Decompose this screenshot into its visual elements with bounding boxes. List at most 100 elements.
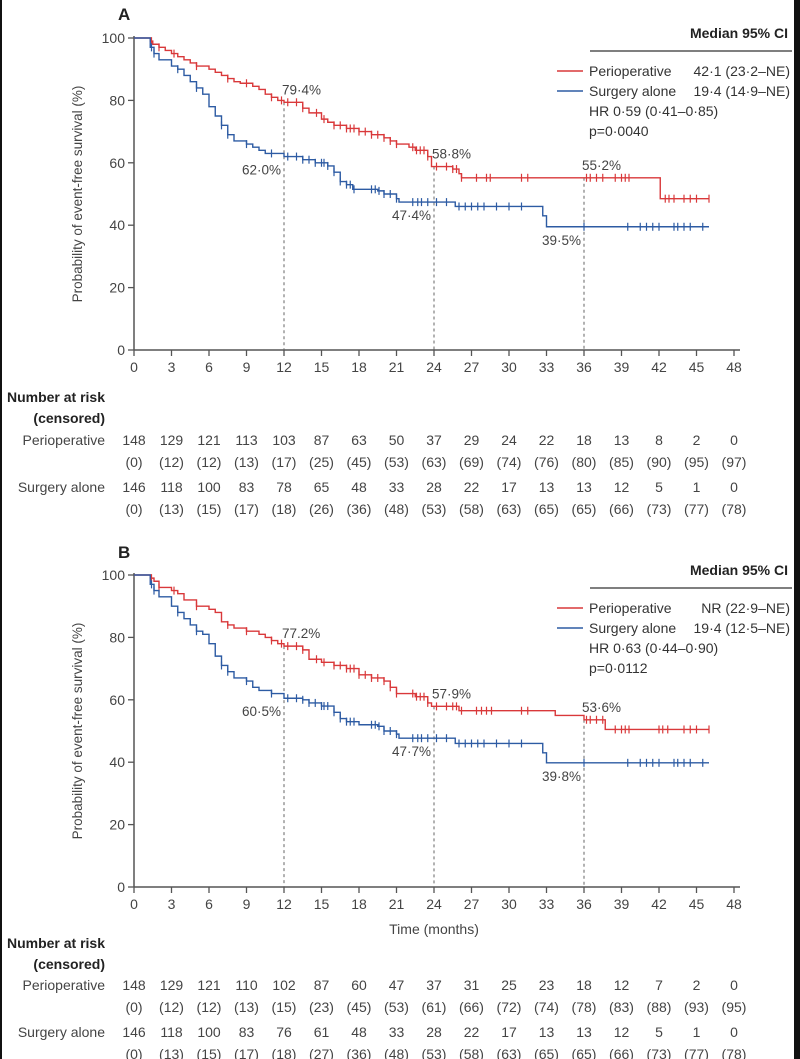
risk-count: 0 <box>730 977 738 993</box>
censored-count: (65) <box>534 1046 559 1059</box>
censored-count: (12) <box>159 999 184 1015</box>
risk-count: 22 <box>464 479 480 495</box>
censored-count: (0) <box>125 501 142 517</box>
risk-table-subheader: (censored) <box>33 956 105 972</box>
censored-count: (63) <box>422 454 447 470</box>
x-tick-label: 6 <box>205 896 213 912</box>
censored-count: (13) <box>159 501 184 517</box>
annotation-perioperative-12m: 77.2% <box>282 626 320 641</box>
censored-count: (12) <box>197 454 222 470</box>
x-tick-label: 18 <box>351 359 367 375</box>
legend-median-ci: 42·1 (23·2–NE) <box>694 63 791 79</box>
risk-row-label: Perioperative <box>23 432 106 448</box>
risk-count: 146 <box>122 479 146 495</box>
legend-median-ci: 19·4 (12·5–NE) <box>694 620 791 636</box>
risk-count: 12 <box>614 977 630 993</box>
censored-count: (63) <box>497 501 522 517</box>
risk-count: 60 <box>351 977 367 993</box>
p-value: p=0·0112 <box>589 660 648 676</box>
censored-count: (53) <box>384 454 409 470</box>
censored-count: (12) <box>197 999 222 1015</box>
y-tick-label: 20 <box>109 280 125 296</box>
risk-count: 22 <box>539 432 555 448</box>
censored-count: (78) <box>722 501 747 517</box>
x-tick-label: 27 <box>464 896 480 912</box>
annotation-surgery-alone-12m: 60·5% <box>242 704 281 719</box>
censored-count: (85) <box>609 454 634 470</box>
risk-count: 8 <box>655 432 663 448</box>
annotation-perioperative-12m: 79·4% <box>282 82 321 97</box>
annotation-surgery-alone-24m: 47·7% <box>392 744 431 759</box>
legend-label: Perioperative <box>589 63 672 79</box>
censored-count: (88) <box>647 999 672 1015</box>
censored-count: (95) <box>722 999 747 1015</box>
risk-count: 121 <box>197 977 221 993</box>
annotation-surgery-alone-36m: 39·5% <box>542 233 581 248</box>
censored-count: (18) <box>272 501 297 517</box>
risk-count: 17 <box>501 479 517 495</box>
risk-count: 12 <box>614 1024 630 1040</box>
censored-count: (95) <box>684 454 709 470</box>
x-tick-label: 21 <box>389 359 405 375</box>
scrollbar[interactable] <box>794 0 800 1059</box>
censored-count: (13) <box>234 999 259 1015</box>
y-tick-label: 40 <box>109 217 125 233</box>
risk-count: 17 <box>501 1024 517 1040</box>
risk-count: 12 <box>614 479 630 495</box>
x-tick-label: 42 <box>651 896 667 912</box>
risk-count: 28 <box>426 1024 442 1040</box>
censored-count: (45) <box>347 999 372 1015</box>
censored-count: (53) <box>422 501 447 517</box>
censored-count: (69) <box>459 454 484 470</box>
censored-count: (78) <box>572 999 597 1015</box>
x-tick-label: 18 <box>351 896 367 912</box>
x-tick-label: 30 <box>501 359 517 375</box>
censored-count: (27) <box>309 1046 334 1059</box>
risk-count: 83 <box>239 479 255 495</box>
y-tick-label: 80 <box>109 629 125 645</box>
risk-count: 48 <box>351 1024 367 1040</box>
censored-count: (18) <box>272 1046 297 1059</box>
panel-label: A <box>118 5 130 24</box>
x-tick-label: 48 <box>726 359 742 375</box>
risk-count: 63 <box>351 432 367 448</box>
annotation-perioperative-24m: 57·9% <box>432 686 471 701</box>
x-tick-label: 33 <box>539 896 555 912</box>
censored-count: (13) <box>234 454 259 470</box>
censored-count: (66) <box>609 1046 634 1059</box>
censored-count: (0) <box>125 999 142 1015</box>
censored-count: (73) <box>647 501 672 517</box>
risk-count: 37 <box>426 977 442 993</box>
risk-count: 29 <box>464 432 480 448</box>
annotation-perioperative-36m: 55·2% <box>582 158 621 173</box>
censored-count: (0) <box>125 454 142 470</box>
x-tick-label: 48 <box>726 896 742 912</box>
risk-count: 103 <box>272 432 296 448</box>
risk-count: 118 <box>160 479 183 495</box>
p-value: p=0·0040 <box>589 123 649 139</box>
image-left-border <box>0 0 2 1059</box>
x-tick-label: 15 <box>314 359 330 375</box>
risk-count: 13 <box>576 1024 592 1040</box>
risk-count: 22 <box>464 1024 480 1040</box>
censored-count: (58) <box>459 501 484 517</box>
risk-count: 118 <box>160 1024 183 1040</box>
risk-table-subheader: (censored) <box>33 410 105 426</box>
legend-header: Median 95% CI <box>690 25 788 41</box>
censored-count: (97) <box>722 454 747 470</box>
censored-count: (15) <box>197 1046 222 1059</box>
legend-median-ci: 19·4 (14·9–NE) <box>694 83 791 99</box>
risk-count: 129 <box>160 977 184 993</box>
x-tick-label: 21 <box>389 896 405 912</box>
censored-count: (72) <box>497 999 522 1015</box>
censored-count: (63) <box>497 1046 522 1059</box>
risk-count: 25 <box>501 977 517 993</box>
censored-count: (25) <box>309 454 334 470</box>
y-tick-label: 100 <box>102 30 126 46</box>
risk-count: 28 <box>426 479 442 495</box>
risk-count: 87 <box>314 977 330 993</box>
censored-count: (76) <box>534 454 559 470</box>
censored-count: (83) <box>609 999 634 1015</box>
x-tick-label: 39 <box>614 359 630 375</box>
